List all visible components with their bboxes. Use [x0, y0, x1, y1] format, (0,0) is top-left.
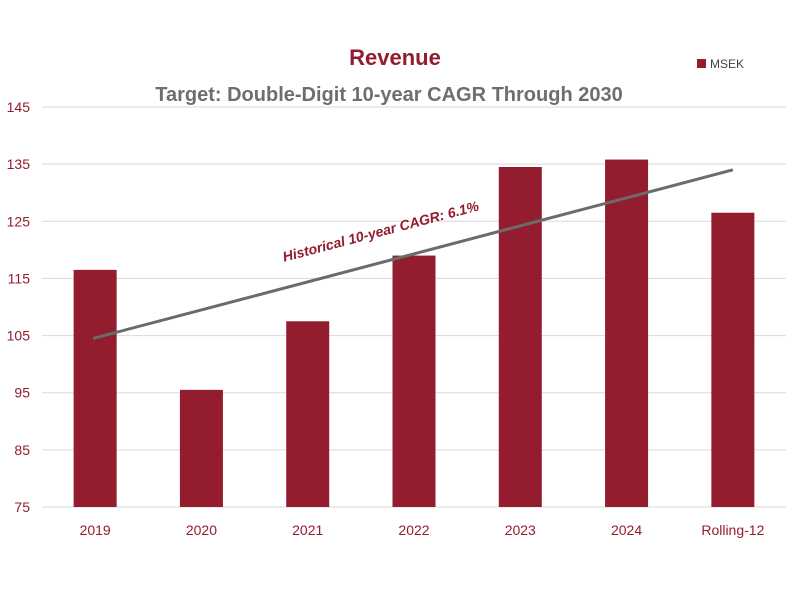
chart-subtitle: Target: Double-Digit 10-year CAGR Throug… [155, 84, 622, 106]
bar-2019 [73, 269, 117, 507]
chart-title: Revenue [349, 45, 441, 70]
x-tick-label: 2020 [186, 522, 217, 538]
bar-2020 [179, 389, 223, 507]
legend-label: MSEK [710, 57, 744, 71]
trendline [92, 168, 734, 340]
legend: MSEK [697, 57, 744, 71]
y-tick-label: 75 [14, 499, 30, 515]
x-tick-label: 2019 [80, 522, 111, 538]
x-tick-label: 2024 [611, 522, 642, 538]
y-tick-label: 85 [14, 442, 30, 458]
legend-swatch [697, 59, 706, 68]
y-tick-label: 95 [14, 385, 30, 401]
y-tick-label: 105 [7, 328, 31, 344]
x-tick-label: 2023 [505, 522, 536, 538]
y-tick-label: 135 [7, 156, 31, 172]
bar-2024 [605, 159, 649, 508]
x-axis-ticks: 2019 2020 2021 2022 2023 2024 Rolling-12 [80, 522, 765, 538]
y-tick-label: 125 [7, 213, 31, 229]
y-tick-label: 115 [8, 270, 31, 286]
trendline-label: Historical 10-year CAGR: 6.1% [281, 198, 481, 265]
bar-2021 [286, 321, 330, 507]
bar-2023 [498, 167, 542, 507]
x-tick-label: 2022 [398, 522, 429, 538]
bar-2022 [392, 255, 436, 507]
bars [73, 159, 755, 508]
x-tick-label: Rolling-12 [701, 522, 764, 538]
y-tick-label: 145 [7, 99, 31, 115]
y-axis-ticks: 75 85 95 105 115 125 135 145 [7, 99, 31, 515]
x-tick-label: 2021 [292, 522, 323, 538]
bar-rolling-12 [711, 212, 755, 507]
